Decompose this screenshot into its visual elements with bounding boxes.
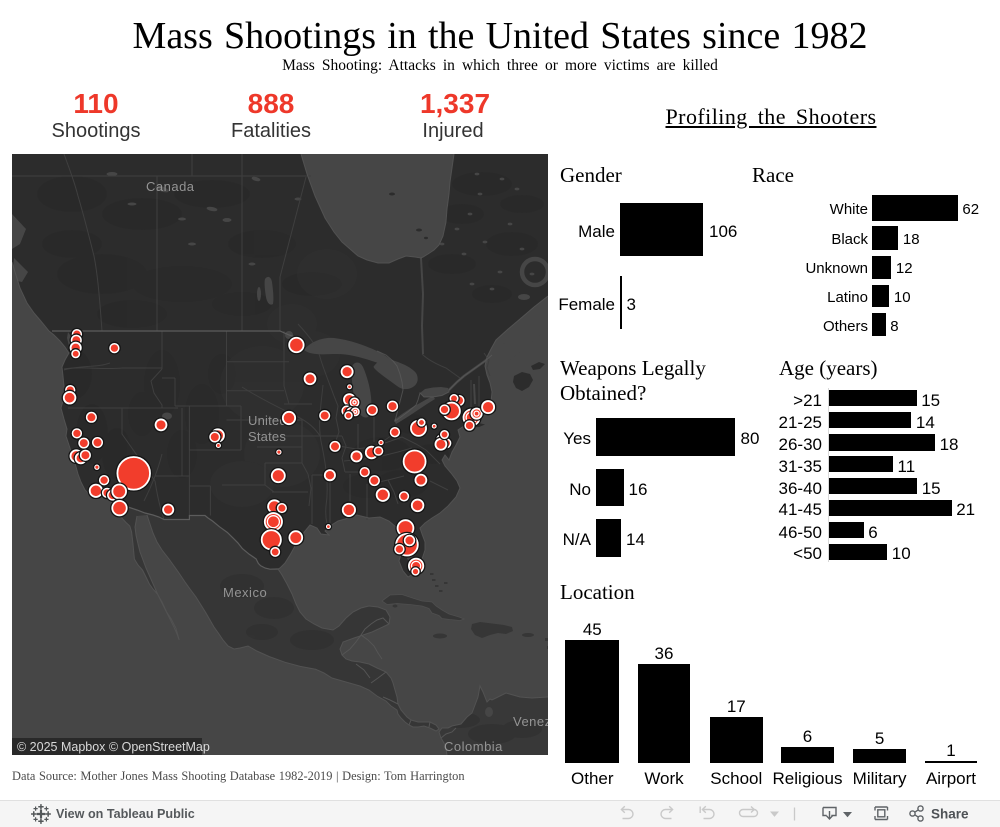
svg-text:© 2025 Mapbox © OpenStreetMap: © 2025 Mapbox © OpenStreetMap (17, 740, 210, 754)
svg-text:Share: Share (931, 807, 969, 822)
svg-text:Mexico: Mexico (223, 585, 267, 600)
svg-text:Colombia: Colombia (444, 739, 503, 754)
svg-text:Canada: Canada (146, 179, 195, 194)
svg-text:Venezu: Venezu (513, 714, 548, 729)
svg-text:States: States (248, 429, 286, 444)
svg-text:United: United (248, 413, 287, 428)
